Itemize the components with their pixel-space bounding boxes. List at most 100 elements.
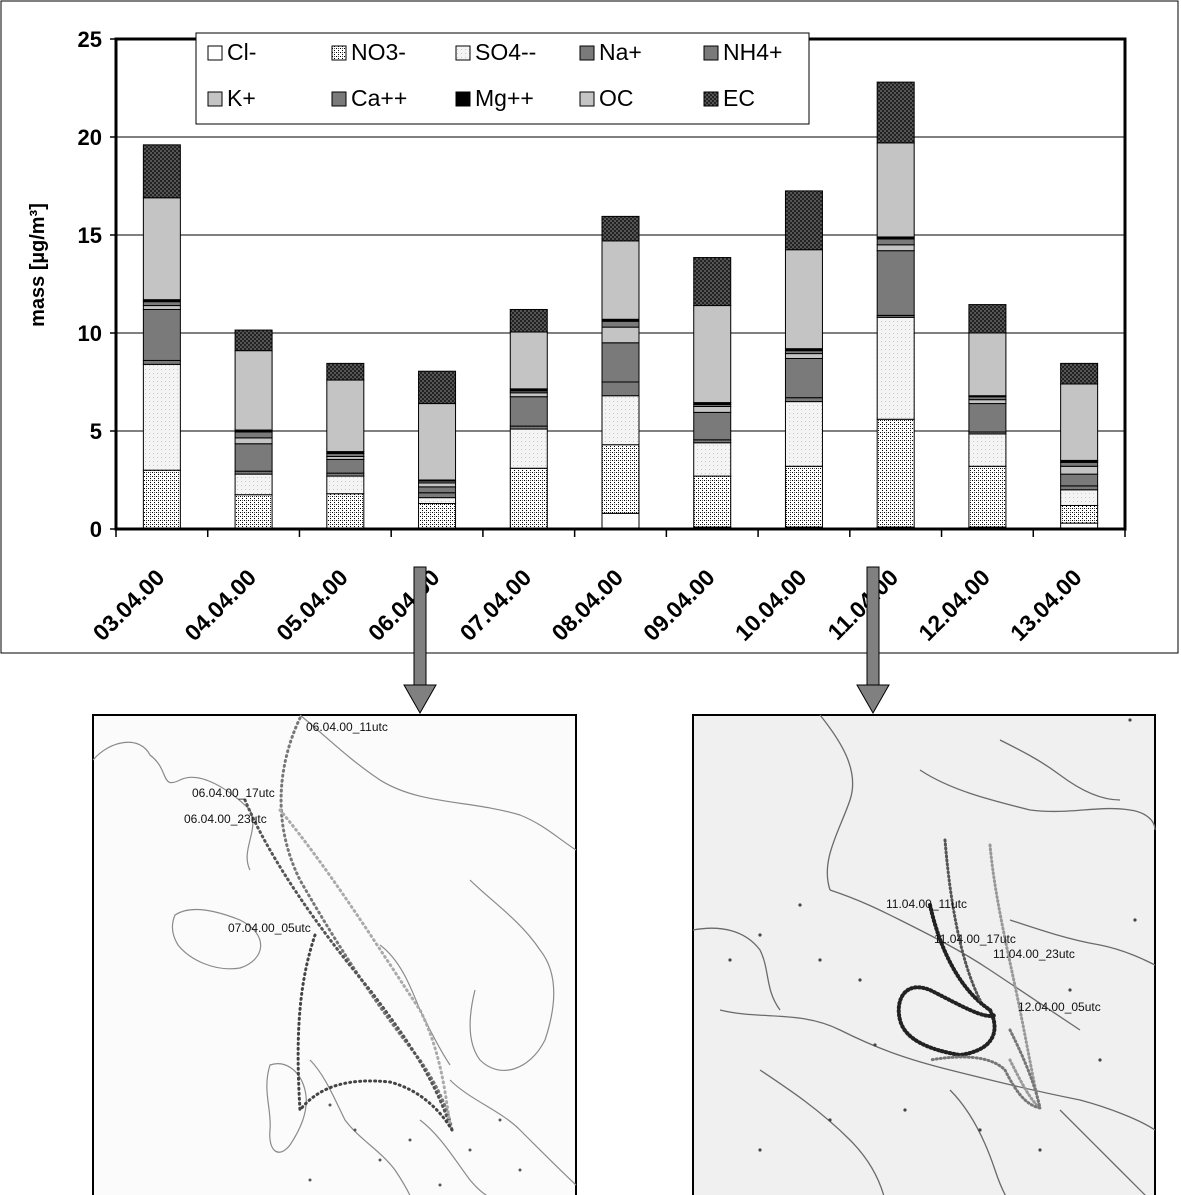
map-label: 06.04.00_17utc <box>192 786 275 800</box>
map-label: 11.04.00_11utc <box>886 897 967 911</box>
legend-label: NO3- <box>351 39 406 65</box>
bar-segment <box>234 350 273 431</box>
bar-segment <box>1060 504 1099 524</box>
station-dots <box>308 1103 522 1187</box>
y-tick-label: 10 <box>78 321 102 346</box>
bar-segment <box>142 197 181 301</box>
x-tick-label: 05.04.00 <box>271 564 353 646</box>
legend-swatch <box>207 45 223 61</box>
legend: Cl- NO3- SO4-- Na+ NH4+ K+ Ca++ Mg++ OC EC <box>195 32 810 125</box>
x-tick-label: 08.04.00 <box>546 564 628 646</box>
bar-segment <box>601 215 640 242</box>
bar-segment <box>968 465 1007 528</box>
bar-segment <box>326 475 365 495</box>
map-06-04: 06.04.00_11utc 06.04.00_17utc 06.04.00_2… <box>92 714 577 1195</box>
legend-label: K+ <box>227 85 256 111</box>
bar-segment <box>784 249 823 350</box>
y-tick-label: 25 <box>78 27 102 52</box>
bar-segment <box>418 486 457 494</box>
bar-segment <box>784 353 823 359</box>
bar-segment <box>234 494 273 530</box>
legend-swatch <box>455 91 471 107</box>
bar-segment <box>601 240 640 320</box>
x-tick-label: 10.04.00 <box>730 564 812 646</box>
legend-label: Cl- <box>227 39 256 65</box>
x-tick-label: 13.04.00 <box>1005 564 1087 646</box>
x-tick-label: 07.04.00 <box>455 564 537 646</box>
bar-segment <box>784 190 823 251</box>
bar-segment <box>876 142 915 238</box>
bar-segment <box>1060 362 1099 385</box>
bar-segment <box>418 370 457 405</box>
bar-segment <box>142 359 181 365</box>
map-label: 11.04.00_23utc <box>993 947 1075 961</box>
bar-segment <box>601 444 640 514</box>
map-label: 06.04.00_23utc <box>184 812 267 826</box>
bar-segment <box>1060 485 1099 491</box>
bar-segment <box>142 305 181 310</box>
bar-segment <box>1060 473 1099 487</box>
bar-segment <box>509 331 548 390</box>
bar-segment <box>509 396 548 427</box>
y-tick-label: 20 <box>78 125 102 150</box>
trajectories <box>243 716 454 1132</box>
bar-segment <box>693 442 732 477</box>
bar-segment <box>693 257 732 307</box>
legend-label: Na+ <box>599 39 642 65</box>
bar-segment <box>876 418 915 528</box>
y-tick-label: 0 <box>90 517 102 542</box>
bar-segment <box>693 411 732 441</box>
bar-segment <box>968 332 1007 397</box>
legend-swatch <box>331 91 347 107</box>
legend-label: SO4-- <box>475 39 536 65</box>
bar-segment <box>509 308 548 333</box>
bar-segment <box>326 493 365 530</box>
bar-segment <box>784 401 823 467</box>
bar-segment <box>418 482 457 488</box>
bar-segment <box>876 238 915 246</box>
legend-label: Ca++ <box>351 85 407 111</box>
x-tick-label: 09.04.00 <box>638 564 720 646</box>
bar-segment <box>509 392 548 398</box>
bar-layer <box>142 81 1099 530</box>
bar-segment <box>234 329 273 352</box>
bar-segment <box>1060 383 1099 461</box>
bar-segment <box>1060 465 1099 475</box>
x-tick-label: 11.04.00 <box>822 564 903 645</box>
bar-segment <box>326 379 365 453</box>
bar-segment <box>234 437 273 445</box>
trajectories <box>896 838 1043 1113</box>
bar-segment <box>693 475 732 528</box>
bar-segment <box>142 144 181 199</box>
x-tick-label: 06.04.00 <box>363 564 445 646</box>
bar-segment <box>142 308 181 361</box>
x-tick-label: 12.04.00 <box>913 564 995 646</box>
bar-segment <box>326 458 365 474</box>
arrow-to-map-left <box>403 566 437 715</box>
legend-swatch <box>331 45 347 61</box>
bar-segment <box>326 362 365 381</box>
x-tick-label: 03.04.00 <box>88 564 170 646</box>
bar-segment <box>784 357 823 399</box>
bar-segment <box>968 399 1007 405</box>
map-label: 12.04.00_05utc <box>1018 1000 1101 1014</box>
y-tick-label: 15 <box>78 223 102 248</box>
legend-swatch <box>207 91 223 107</box>
legend-label: NH4+ <box>723 39 782 65</box>
legend-label: EC <box>723 85 755 111</box>
bar-segment <box>142 301 181 307</box>
bar-segment <box>876 81 915 144</box>
bar-segment <box>876 316 915 420</box>
bar-segment <box>693 406 732 413</box>
bar-segment <box>784 397 823 403</box>
bar-segment <box>876 244 915 252</box>
legend-label: OC <box>599 85 634 111</box>
bar-segment <box>693 305 732 404</box>
bar-segment <box>601 326 640 344</box>
bar-segment <box>418 492 457 499</box>
bar-segment <box>784 465 823 528</box>
legend-swatch <box>703 45 719 61</box>
bar-segment <box>509 467 548 530</box>
bar-segment <box>968 304 1007 334</box>
